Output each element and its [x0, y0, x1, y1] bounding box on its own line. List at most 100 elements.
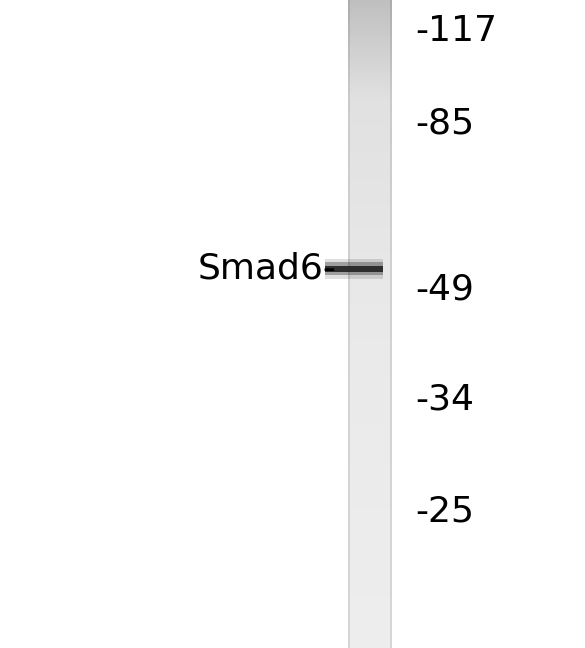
Bar [348, 301, 392, 305]
Bar [390, 411, 392, 415]
Bar [348, 446, 350, 450]
Bar [390, 566, 392, 570]
Bar [390, 375, 392, 379]
Bar [390, 71, 392, 75]
Bar [348, 216, 350, 220]
Bar [390, 531, 392, 535]
Bar [348, 434, 392, 437]
Bar [390, 268, 392, 272]
Bar [348, 521, 350, 525]
Bar [348, 275, 392, 279]
Bar [348, 12, 350, 16]
Bar [348, 382, 392, 386]
Bar [348, 644, 350, 648]
Bar [348, 408, 350, 411]
Bar [348, 502, 350, 505]
Bar [348, 401, 392, 405]
Bar [348, 443, 392, 447]
Bar [348, 22, 392, 26]
Bar [390, 323, 392, 327]
Bar [348, 249, 350, 253]
Bar [348, 223, 350, 227]
Bar [348, 288, 350, 292]
Bar [348, 320, 350, 324]
Bar [348, 304, 350, 308]
Bar [390, 291, 392, 295]
Bar [348, 200, 392, 204]
Bar [348, 152, 392, 156]
Bar [348, 210, 392, 214]
Bar [390, 22, 392, 26]
Bar [390, 58, 392, 62]
Bar [390, 32, 392, 36]
Bar [348, 596, 392, 599]
Bar [348, 297, 350, 301]
Bar [390, 615, 392, 619]
Bar [390, 142, 392, 146]
Bar [348, 359, 350, 363]
Bar [348, 207, 392, 211]
Bar [390, 165, 392, 168]
Bar [348, 485, 350, 489]
Bar [348, 262, 350, 266]
Bar [348, 411, 350, 415]
Bar [348, 537, 392, 541]
Bar [348, 6, 392, 10]
Bar [390, 485, 392, 489]
Bar [390, 469, 392, 473]
Bar [390, 35, 392, 39]
Bar [348, 570, 392, 573]
Bar [348, 427, 350, 431]
Bar [390, 207, 392, 211]
Bar [348, 323, 392, 327]
Bar [390, 249, 392, 253]
Bar [348, 515, 350, 518]
Bar [390, 618, 392, 622]
Bar [348, 71, 350, 75]
Bar [348, 171, 392, 175]
Bar [390, 437, 392, 441]
Bar [390, 463, 392, 467]
Bar [348, 349, 350, 353]
Bar [348, 421, 392, 424]
Bar [348, 505, 392, 509]
Bar [348, 521, 392, 525]
Bar [348, 184, 392, 188]
Bar [348, 74, 392, 78]
Bar [390, 41, 392, 45]
Bar [348, 456, 350, 460]
Bar [348, 93, 392, 97]
Bar [348, 178, 392, 181]
Bar [348, 187, 392, 191]
Bar [348, 579, 392, 583]
Bar [348, 531, 392, 535]
Bar [390, 398, 392, 402]
Bar [348, 589, 392, 593]
Bar [348, 508, 350, 512]
Bar [390, 284, 392, 288]
Bar [348, 19, 392, 23]
Bar [348, 365, 392, 369]
Bar [348, 174, 350, 178]
Bar [348, 171, 350, 175]
Bar [348, 236, 392, 240]
Bar [325, 266, 383, 272]
Bar [348, 265, 350, 269]
Bar [348, 284, 392, 288]
Bar [390, 213, 392, 217]
Bar [348, 524, 392, 528]
Bar [348, 155, 350, 159]
Bar [348, 336, 392, 340]
Bar [390, 278, 392, 282]
Bar [348, 259, 350, 262]
Bar [348, 9, 392, 13]
Bar [390, 404, 392, 408]
Bar [390, 330, 392, 334]
Bar [390, 174, 392, 178]
Bar [390, 184, 392, 188]
Bar [348, 38, 350, 42]
Bar [348, 275, 350, 279]
Bar [348, 135, 392, 139]
Bar [348, 284, 350, 288]
Bar [348, 540, 392, 544]
